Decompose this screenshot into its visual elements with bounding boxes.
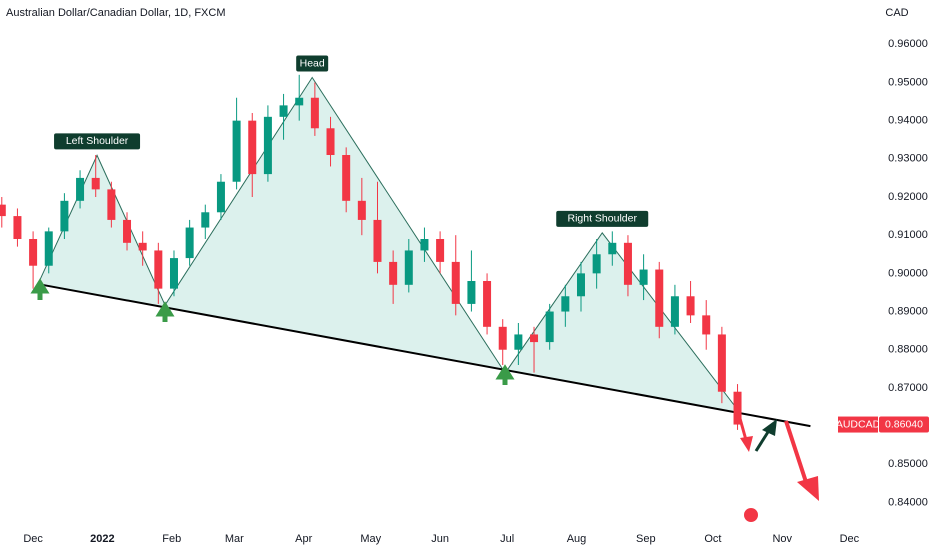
- arrows: [30, 278, 819, 524]
- candle-body: [357, 200, 366, 220]
- candle-body: [623, 242, 632, 285]
- candle-body: [561, 296, 570, 312]
- x-tick-label: Jun: [431, 533, 449, 545]
- x-tick-label: Dec: [23, 533, 43, 545]
- candle-body: [576, 273, 585, 297]
- pattern-label: Left Shoulder: [66, 135, 129, 147]
- y-tick-label: 0.95000: [888, 76, 928, 88]
- candle-body: [13, 216, 22, 240]
- y-tick-label: 0.84000: [888, 496, 928, 508]
- y-tick-label: 0.94000: [888, 115, 928, 127]
- candle-body: [389, 261, 398, 285]
- pattern-label: Head: [300, 57, 325, 69]
- candle-body: [686, 296, 695, 316]
- up-arrow: [754, 431, 770, 452]
- candle-body: [373, 219, 382, 262]
- x-tick-label: Jul: [500, 533, 514, 545]
- y-tick-label: 0.88000: [888, 344, 928, 356]
- down-arrow-head: [740, 436, 753, 452]
- candle-body: [483, 280, 492, 327]
- candle-body: [420, 239, 429, 251]
- candle-body: [530, 334, 539, 343]
- x-tick-label: Nov: [772, 533, 792, 545]
- candle-body: [248, 120, 257, 175]
- candle-body: [0, 204, 6, 217]
- x-tick-label: Feb: [162, 533, 181, 545]
- y-tick-label: 0.96000: [888, 38, 928, 50]
- y-tick-label: 0.93000: [888, 153, 928, 165]
- y-tick-label: 0.90000: [888, 267, 928, 279]
- candle-body: [91, 177, 100, 190]
- y-tick-label: 0.89000: [888, 305, 928, 317]
- price-text: 0.86040: [885, 418, 923, 430]
- candle-body: [342, 155, 351, 201]
- candle-body: [185, 227, 194, 259]
- candle-body: [702, 315, 711, 335]
- x-tick-label: Mar: [225, 533, 244, 545]
- chart-title: Australian Dollar/Canadian Dollar, 1D, F…: [6, 7, 225, 19]
- x-tick-label: Apr: [295, 533, 312, 545]
- candle-body: [639, 269, 648, 285]
- candle-body: [655, 269, 664, 327]
- up-arrow: [30, 278, 50, 300]
- candle-body: [169, 258, 178, 289]
- pattern-area: [37, 76, 742, 414]
- candle-body: [608, 242, 617, 255]
- candle-body: [498, 326, 507, 350]
- label-box: [556, 210, 649, 227]
- candle-body: [138, 242, 147, 251]
- event-icon[interactable]: [742, 506, 760, 524]
- y-axis-label: CAD: [885, 7, 908, 19]
- candle-body: [123, 219, 132, 243]
- candle-body: [545, 311, 554, 343]
- candle-body: [29, 239, 38, 266]
- candle-body: [216, 181, 225, 213]
- symbol-tag: [838, 416, 878, 433]
- up-arrow: [155, 301, 175, 322]
- candle-body: [514, 334, 523, 350]
- candle-body: [154, 250, 163, 289]
- candle-body: [279, 105, 288, 117]
- pattern-label: Right Shoulder: [568, 213, 638, 225]
- x-tick-label: May: [360, 533, 381, 545]
- candle-body: [107, 189, 116, 220]
- symbol-text: AUDCAD: [836, 418, 881, 430]
- candle-body: [60, 200, 69, 232]
- label-box: [54, 133, 141, 150]
- y-tick-label: 0.87000: [888, 382, 928, 394]
- candle-body: [201, 212, 210, 228]
- up-arrow-head: [762, 419, 777, 436]
- plot: Left Shoulder Head Right Shoulder: [0, 55, 811, 430]
- candle-body: [733, 391, 742, 425]
- y-tick-label: 0.92000: [888, 191, 928, 203]
- candle-body: [451, 261, 460, 304]
- down-arrow: [737, 414, 748, 441]
- candle-body: [404, 250, 413, 285]
- candle-body: [263, 116, 272, 175]
- down-arrow: [784, 420, 808, 483]
- candle-body: [310, 97, 319, 129]
- candle-body: [232, 120, 241, 182]
- candle-body: [76, 177, 85, 201]
- candle-body: [717, 334, 726, 392]
- candle-body: [295, 97, 304, 106]
- up-arrow: [495, 364, 515, 385]
- x-tick-label: 2022: [90, 533, 114, 545]
- candle-body: [44, 231, 53, 266]
- candle-body: [592, 254, 601, 274]
- down-arrow-head: [797, 476, 819, 501]
- price-tag: [879, 416, 929, 433]
- candle-body: [326, 128, 335, 156]
- candle-body: [467, 280, 476, 304]
- x-tick-label: Aug: [567, 533, 587, 545]
- label-box: [296, 55, 329, 72]
- candle-body: [436, 239, 445, 262]
- x-tick-label: Dec: [840, 533, 860, 545]
- x-tick-label: Oct: [704, 533, 721, 545]
- y-tick-label: 0.91000: [888, 229, 928, 241]
- y-tick-label: 0.85000: [888, 458, 928, 470]
- x-tick-label: Sep: [636, 533, 656, 545]
- candle-body: [670, 296, 679, 327]
